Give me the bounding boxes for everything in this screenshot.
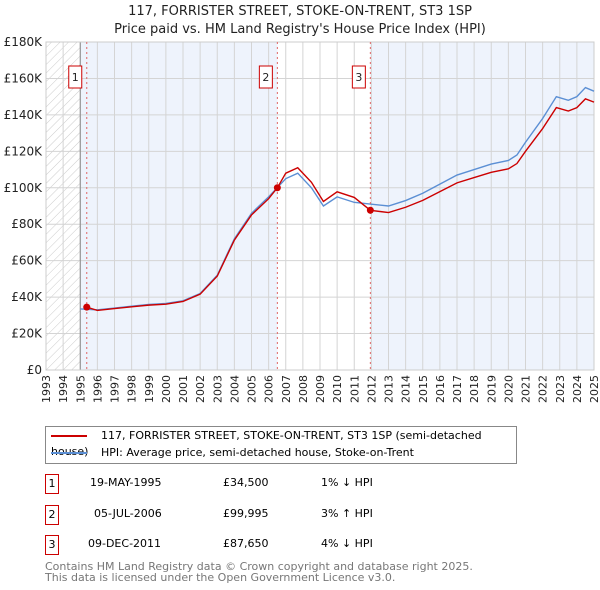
x-tick-label: 2002 — [194, 375, 207, 403]
sale-label: 2 — [262, 71, 269, 84]
hpi-line — [80, 86, 595, 311]
y-tick-label: £140K — [4, 108, 44, 122]
x-tick-label: 2024 — [571, 375, 584, 403]
chart-title: 117, FORRISTER STREET, STOKE-ON-TRENT, S… — [128, 4, 472, 19]
x-tick-label: 2010 — [331, 375, 344, 403]
x-tick-label: 2011 — [348, 375, 361, 403]
sale-label-box — [68, 65, 83, 89]
chart-subtitle: Price paid vs. HM Land Registry's House … — [114, 22, 486, 37]
x-tick-label: 2004 — [228, 375, 241, 403]
sale-label-box — [351, 65, 366, 89]
x-tick-label: 2005 — [246, 375, 259, 403]
x-tick-label: 2017 — [451, 375, 464, 403]
x-tick-label: 1999 — [143, 375, 156, 403]
plot-area: 1993 1994 1995 1996 1997 1998 1999 2000 2001 2002… — [4, 35, 600, 403]
x-tick-label: 1996 — [91, 375, 104, 403]
y-tick-label: £20K — [11, 327, 43, 341]
x-tick-label: 2001 — [177, 375, 190, 403]
sale-point — [366, 206, 374, 214]
y-tick-label: £0 — [27, 363, 42, 377]
sale-label: 1 — [72, 71, 79, 84]
x-tick-label: 2016 — [434, 375, 447, 403]
y-tick-label: £120K — [4, 144, 44, 158]
plot-border — [45, 41, 595, 371]
shaded-period — [80, 42, 278, 370]
y-tick-label: £40K — [11, 290, 43, 304]
x-tick-label: 2022 — [537, 375, 550, 403]
sale-label: 3 — [355, 71, 362, 84]
x-tick-label: 2000 — [160, 375, 173, 403]
x-tick-label: 2008 — [297, 375, 310, 403]
x-tick-label: 2009 — [314, 375, 327, 403]
x-tick-label: 2012 — [365, 375, 378, 403]
x-tick-label: 2007 — [280, 375, 293, 403]
x-tick-label: 2021 — [520, 375, 533, 403]
x-tick-label: 2018 — [468, 375, 481, 403]
x-tick-label: 2023 — [554, 375, 567, 403]
x-tick-label: 2003 — [211, 375, 224, 403]
legend-item-hpi: HPI: Average price, semi-detached house,… — [51, 445, 414, 461]
shaded-period — [370, 42, 594, 370]
x-tick-label: 1995 — [74, 375, 87, 403]
sale-label-box — [258, 65, 273, 89]
x-tick-label: 2020 — [502, 375, 515, 403]
y-tick-label: £60K — [11, 254, 43, 268]
x-tick-label: 1997 — [109, 375, 122, 403]
x-tick-label: 2014 — [400, 375, 413, 403]
footer: Contains HM Land Registry data © Crown c… — [45, 560, 473, 584]
legend: 117, FORRISTER STREET, STOKE-ON-TRENT, S… — [45, 426, 517, 464]
sale-point — [83, 303, 91, 311]
legend-item-property: 117, FORRISTER STREET, STOKE-ON-TRENT, S… — [51, 428, 516, 458]
x-tick-label: 2015 — [417, 375, 430, 403]
sale-point — [273, 184, 281, 192]
y-tick-label: £160K — [4, 71, 44, 85]
x-tick-label: 1998 — [126, 375, 139, 403]
y-tick-label: £80K — [11, 217, 43, 231]
x-tick-label: 2019 — [485, 375, 498, 403]
property-price-line — [86, 98, 595, 312]
y-tick-label: £100K — [4, 181, 44, 195]
x-tick-label: 1993 — [40, 375, 53, 403]
x-tick-label: 2006 — [263, 375, 276, 403]
x-tick-label: 2025 — [588, 375, 600, 403]
x-tick-label: 1994 — [57, 375, 70, 403]
y-tick-label: £180K — [4, 35, 44, 49]
x-tick-label: 2013 — [383, 375, 396, 403]
